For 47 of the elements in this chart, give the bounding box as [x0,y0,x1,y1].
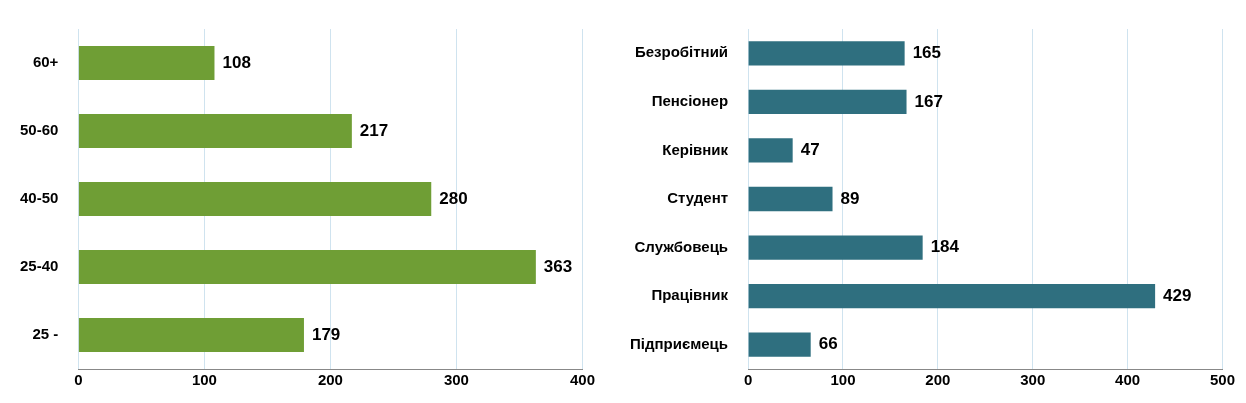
bar [748,235,923,260]
bar [78,114,352,148]
bar [78,46,215,80]
bar [748,89,907,114]
bar [748,332,811,357]
y-tick-label: Службовець [634,237,729,255]
x-tick-label: 200 [317,371,343,389]
data-label: 47 [800,140,820,160]
y-tick-label: 60+ [32,53,59,71]
y-tick-label: 50-60 [19,121,59,139]
data-label: 184 [930,237,960,257]
bar [748,41,905,66]
data-label: 66 [818,334,838,354]
y-tick-label: Працівник [651,286,729,304]
data-label: 429 [1163,285,1192,305]
x-tick-label: 100 [191,371,217,389]
data-label: 179 [311,324,341,344]
bar [78,182,432,216]
x-tick-label: 0 [743,371,753,389]
y-tick-label: 40-50 [19,189,59,207]
bar [748,284,1156,309]
x-tick-label: 0 [74,371,83,389]
data-label: 280 [439,188,468,208]
data-label: 167 [914,91,943,111]
x-tick-label: 500 [1209,371,1235,389]
y-tick-label: Студент [667,189,729,207]
x-tick-label: 300 [1020,371,1046,389]
y-tick-label: 25 - [32,325,59,343]
y-tick-label: Пенсіонер [651,92,729,109]
data-label: 165 [912,42,942,62]
x-tick-label: 400 [1115,371,1141,389]
x-tick-label: 400 [569,371,595,389]
bar [78,250,536,284]
x-tick-label: 300 [443,371,469,389]
x-tick-label: 100 [830,371,856,389]
bar [748,138,793,163]
y-tick-label: 25-40 [19,257,59,275]
data-label: 89 [840,188,860,208]
y-tick-label: Керівник [662,140,729,158]
bar [748,186,833,212]
data-label: 363 [543,256,573,276]
bar [78,318,304,352]
x-tick-label: 200 [925,371,951,389]
data-label: 217 [359,120,389,140]
y-tick-label: Безробітний [634,43,729,61]
y-tick-label: Підприємець [629,334,729,352]
data-label: 108 [222,52,251,72]
